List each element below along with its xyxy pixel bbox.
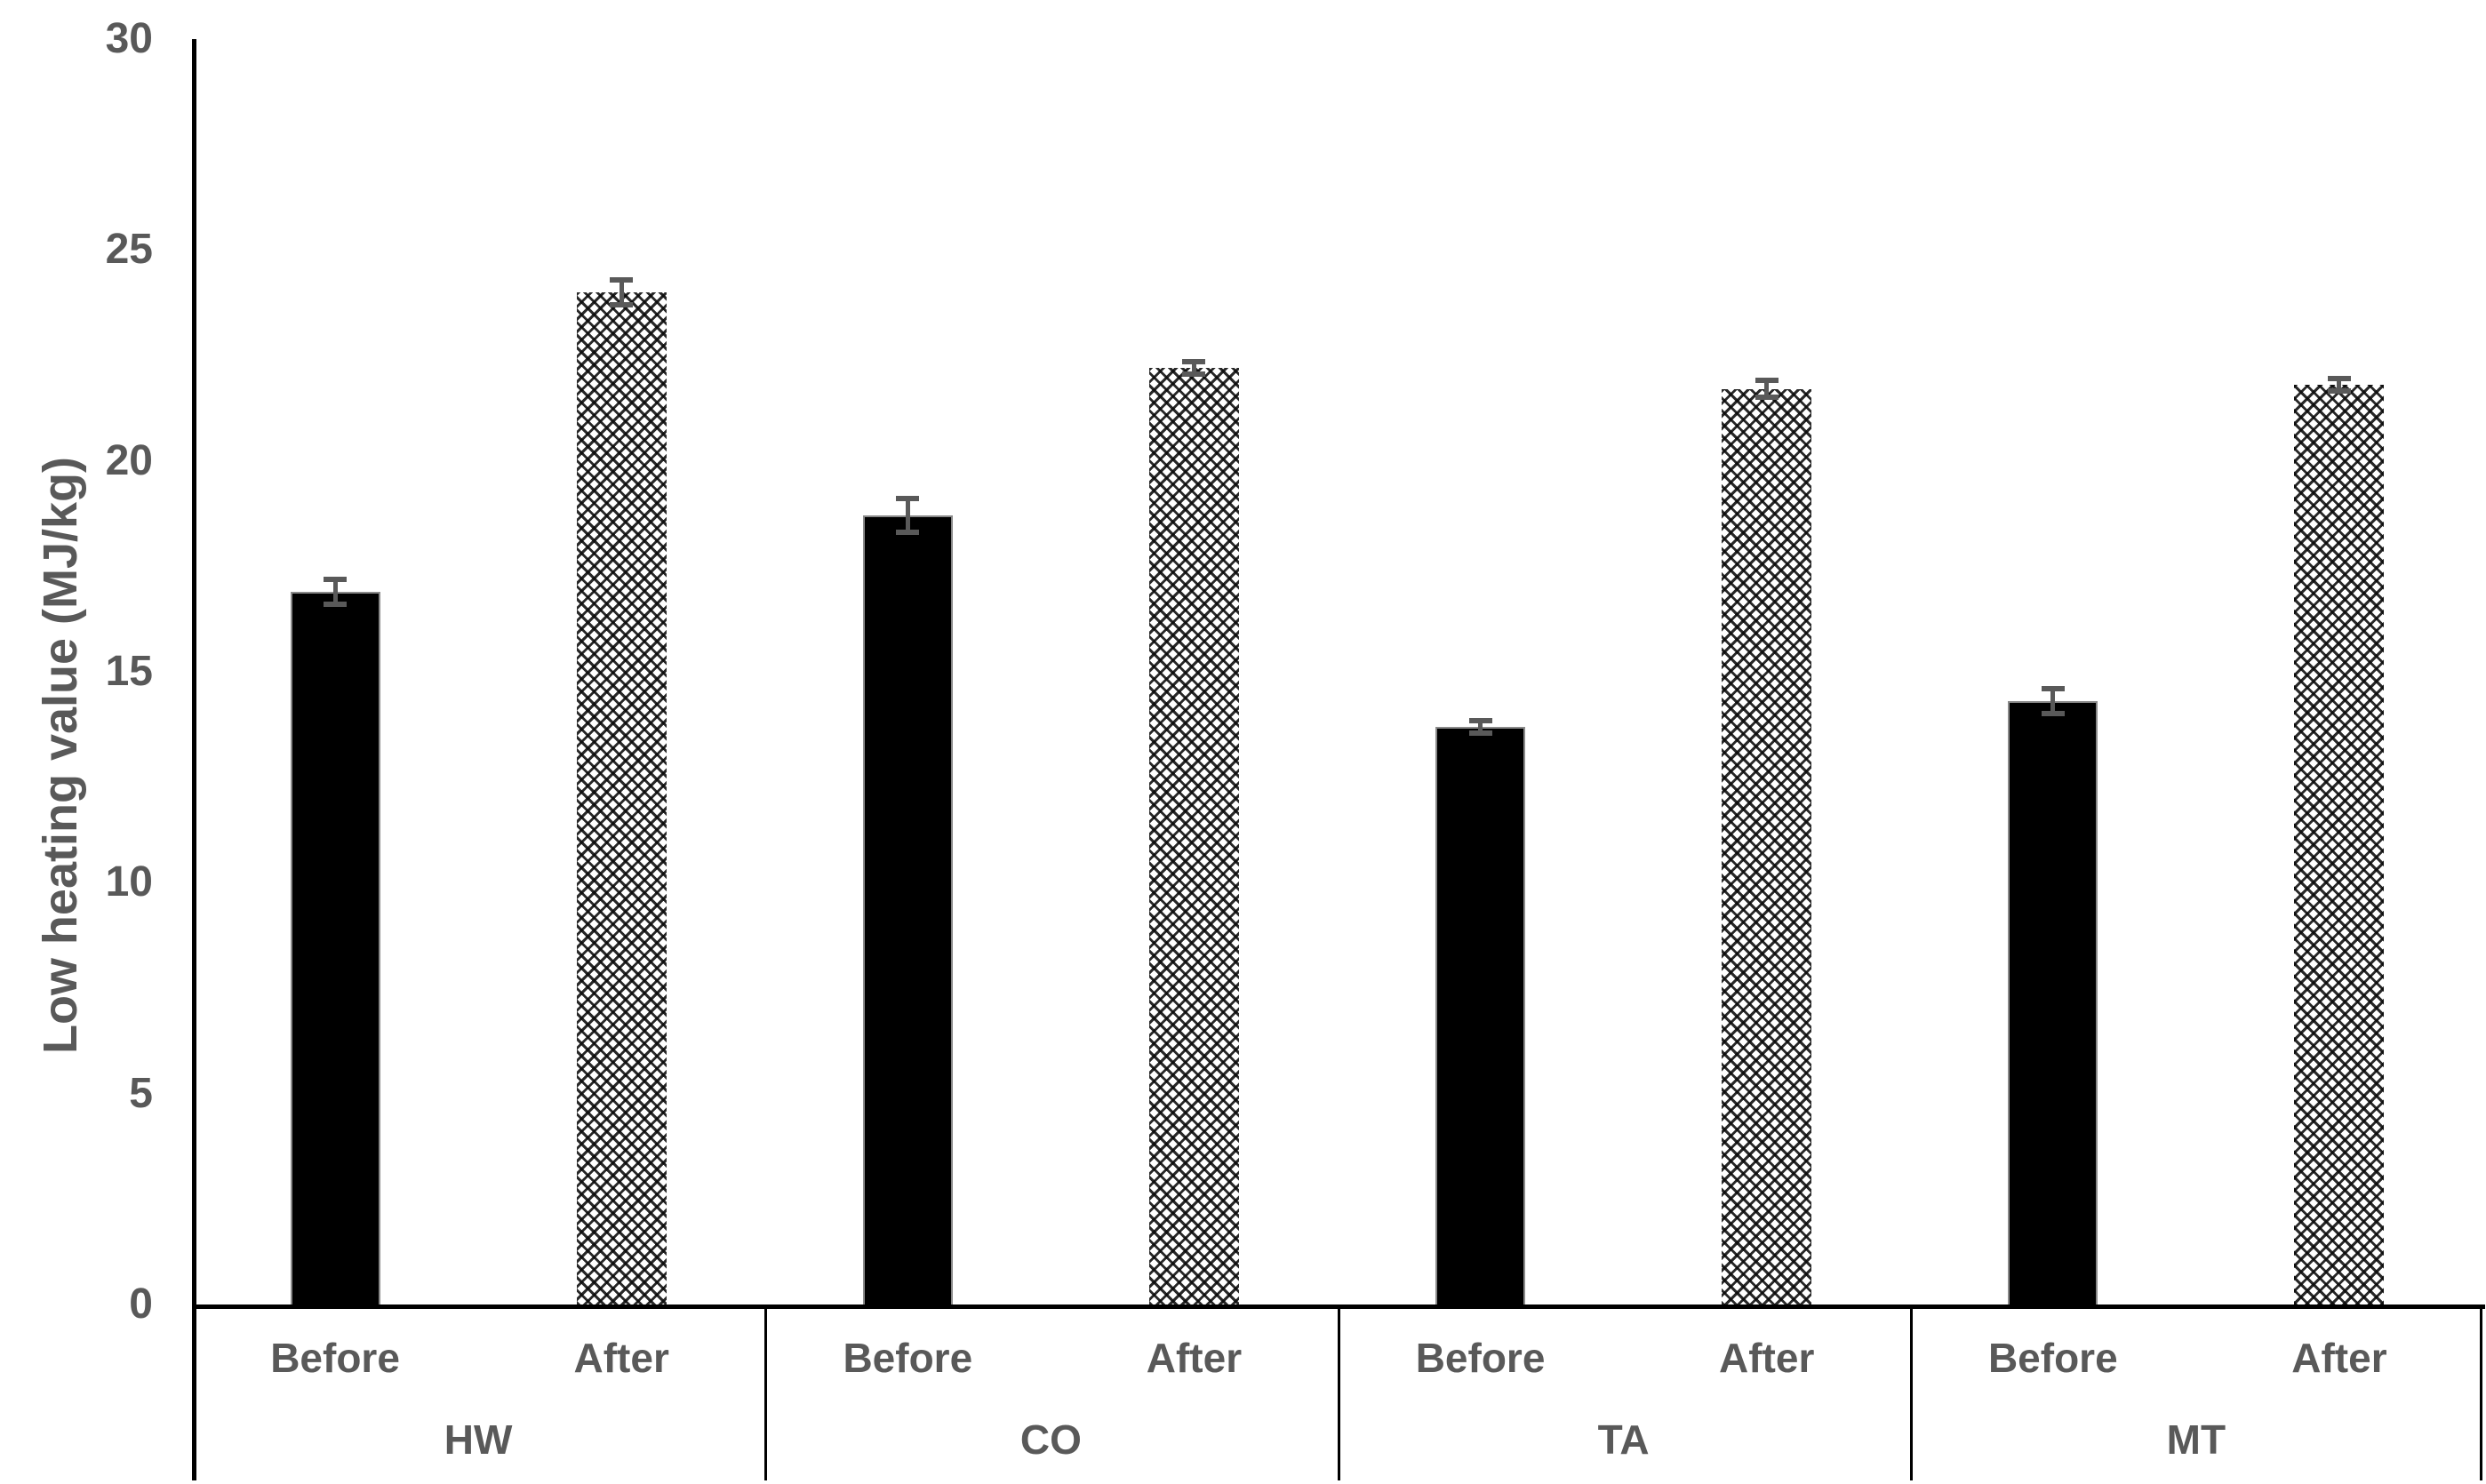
group-label-ta: TA — [1597, 1416, 1650, 1463]
error-bar-cap-top — [1755, 378, 1779, 384]
y-tick-label-20: 20 — [105, 436, 153, 484]
bar-ta-after — [1722, 388, 1812, 1304]
group-label-co: CO — [1019, 1416, 1082, 1463]
subcategory-label-co-before: Before — [843, 1335, 973, 1381]
bar-hw-before — [290, 591, 380, 1304]
category-divider-line — [2480, 1304, 2482, 1480]
error-bar-hw-before — [332, 578, 338, 605]
subcategory-label-mt-before: Before — [1987, 1335, 2118, 1381]
y-tick-label-0: 0 — [129, 1281, 153, 1328]
error-bar-cap-bottom — [1468, 730, 1492, 736]
subcategory-label-mt-after: After — [2291, 1335, 2387, 1381]
group-label-mt: MT — [2166, 1416, 2226, 1463]
y-tick-label-30: 30 — [105, 15, 153, 62]
error-bar-ta-before — [1478, 720, 1483, 733]
bar-ta-before — [1435, 726, 1526, 1304]
subcategory-label-hw-after: After — [573, 1335, 669, 1381]
category-divider-line — [764, 1304, 768, 1480]
error-bar-cap-top — [610, 276, 634, 283]
group-label-hw: HW — [444, 1416, 513, 1463]
y-tick-label-10: 10 — [105, 858, 153, 906]
error-bar-cap-bottom — [610, 302, 634, 308]
error-bar-cap-bottom — [1755, 395, 1779, 401]
subcategory-label-ta-after: After — [1719, 1335, 1815, 1381]
bar-co-after — [1148, 368, 1239, 1304]
error-bar-cap-bottom — [324, 602, 348, 608]
error-bar-cap-bottom — [2041, 711, 2065, 717]
y-tick-label-25: 25 — [105, 226, 153, 274]
error-bar-cap-top — [1468, 717, 1492, 723]
error-bar-cap-bottom — [1182, 371, 1206, 378]
error-bar-cap-bottom — [896, 530, 920, 536]
error-bar-cap-top — [324, 576, 348, 582]
subcategory-label-co-after: After — [1146, 1335, 1243, 1381]
bar-hw-after — [576, 291, 667, 1304]
subcategory-label-hw-before: Before — [270, 1335, 400, 1381]
error-bar-mt-before — [2050, 688, 2056, 714]
y-tick-label-5: 5 — [129, 1069, 153, 1117]
error-bar-ta-after — [1764, 380, 1770, 398]
error-bar-cap-top — [2327, 376, 2351, 382]
category-divider-line — [1337, 1304, 1340, 1480]
error-bar-cap-top — [896, 496, 920, 502]
error-bar-cap-top — [1182, 359, 1206, 365]
category-divider-line — [1909, 1304, 1913, 1480]
error-bar-mt-after — [2337, 379, 2342, 392]
error-bar-hw-after — [619, 279, 624, 306]
error-bar-co-after — [1191, 362, 1196, 375]
y-axis-line — [192, 39, 196, 1480]
y-tick-label-15: 15 — [105, 648, 153, 695]
error-bar-cap-bottom — [2327, 388, 2351, 395]
error-bar-cap-top — [2041, 685, 2065, 691]
error-bar-co-before — [905, 499, 910, 533]
bar-mt-before — [2008, 701, 2098, 1304]
bar-co-before — [862, 515, 953, 1304]
subcategory-label-ta-before: Before — [1415, 1335, 1546, 1381]
bar-mt-after — [2294, 385, 2385, 1304]
